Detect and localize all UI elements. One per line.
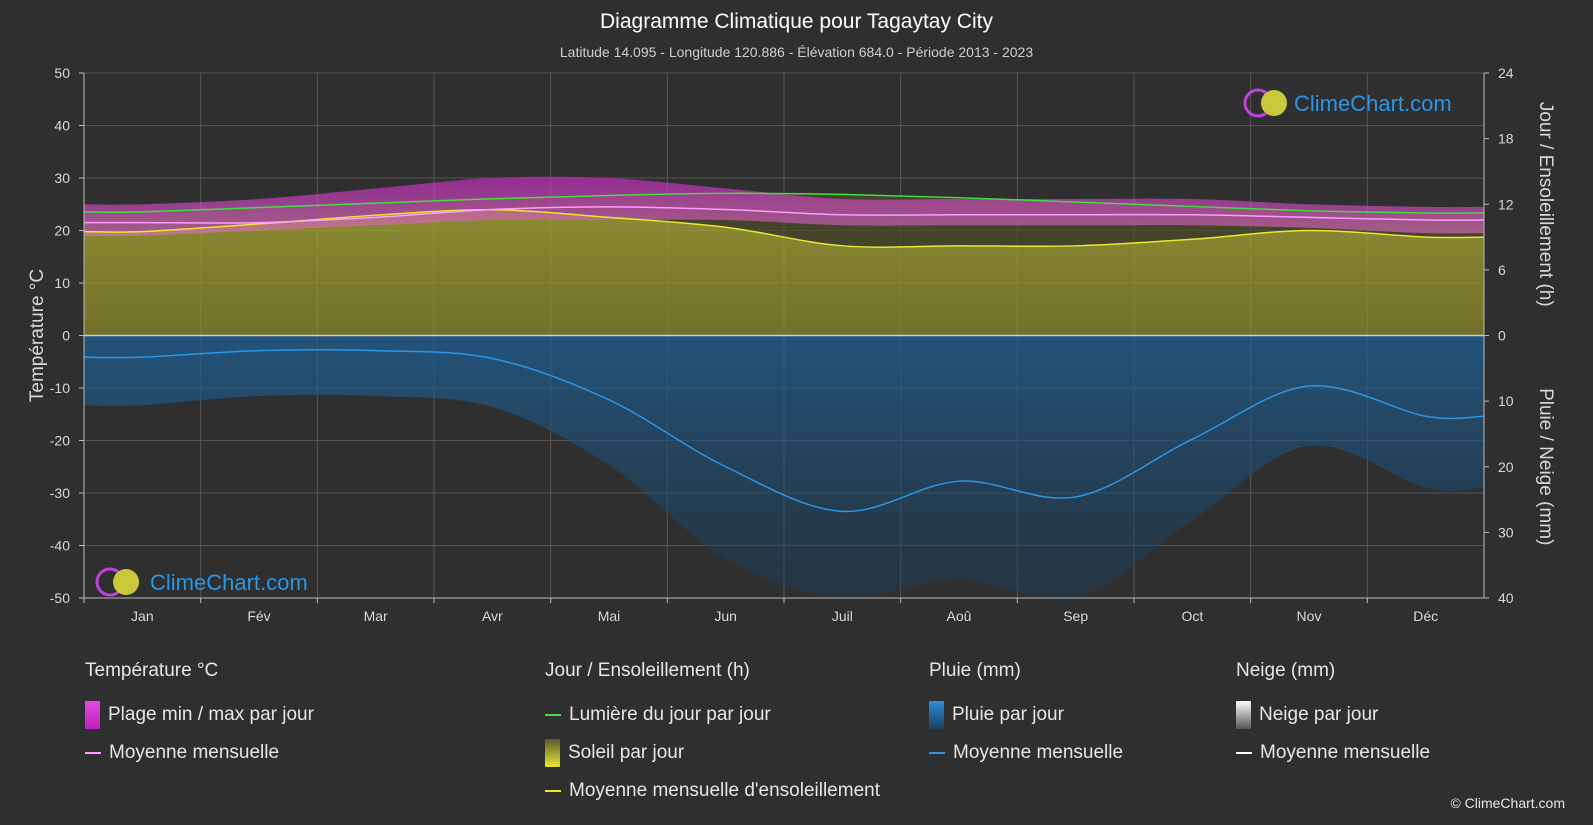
legend-item-temp-mean: Moyenne mensuelle xyxy=(85,734,314,772)
month-label: Oct xyxy=(1181,608,1203,624)
left-tick-label: -20 xyxy=(50,433,70,449)
snow-swatch xyxy=(1236,701,1251,729)
month-label: Aoû xyxy=(947,608,972,624)
right-tick-label-mm: 10 xyxy=(1498,393,1514,409)
legend-label-snow: Neige par jour xyxy=(1259,704,1379,725)
left-tick-label: -50 xyxy=(50,590,70,606)
rain-area xyxy=(84,335,1484,601)
left-tick-label: 10 xyxy=(54,275,70,291)
legend-item-rain: Pluie par jour xyxy=(929,696,1123,734)
left-tick-label: -10 xyxy=(50,380,70,396)
brand-logo-bottom: ClimeChart.com xyxy=(95,567,308,597)
left-tick-label: 40 xyxy=(54,118,70,134)
temp-mean-swatch xyxy=(85,752,101,754)
legend-item-sunshine: Soleil par jour xyxy=(545,734,880,772)
climate-chart: 50 40 30 20 10 0 -10 -20 -30 -40 -50 24 18 12 6 0 10 20 30… xyxy=(27,65,1556,624)
right-axis-title-bottom: Pluie / Neige (mm) xyxy=(1535,388,1556,545)
month-label: Fév xyxy=(247,608,270,624)
chart-axes: 50 40 30 20 10 0 -10 -20 -30 -40 -50 24 18 12 6 0 10 20 30… xyxy=(27,65,1556,624)
left-tick-label: 50 xyxy=(54,65,70,81)
left-axis-title: Température °C xyxy=(27,269,48,402)
brand-text-bottom: ClimeChart.com xyxy=(150,570,308,595)
logo-sun-icon xyxy=(1261,90,1287,116)
logo-sun-icon xyxy=(113,569,139,595)
month-label: Mai xyxy=(598,608,621,624)
month-label: Déc xyxy=(1413,608,1438,624)
right-tick-label-hours: 12 xyxy=(1498,196,1514,212)
rain-mean-swatch xyxy=(929,752,945,754)
legend-item-temp-range: Plage min / max par jour xyxy=(85,696,314,734)
brand-text-top: ClimeChart.com xyxy=(1294,91,1452,116)
sunshine-mean-swatch xyxy=(545,790,561,792)
daylight-line xyxy=(83,192,1485,214)
legend-temperature: Température °C Plage min / max par jour … xyxy=(85,660,314,772)
legend-item-sunshine-mean: Moyenne mensuelle d'ensoleillement xyxy=(545,772,880,810)
temp-range-swatch xyxy=(85,701,100,729)
right-tick-label-hours: 24 xyxy=(1498,65,1514,81)
legend-label-temp-mean: Moyenne mensuelle xyxy=(109,742,280,763)
sunshine-area xyxy=(84,209,1484,336)
snow-mean-swatch xyxy=(1236,752,1252,754)
legend-title-temperature: Température °C xyxy=(85,660,219,681)
temp-mean-line xyxy=(84,206,1485,224)
right-tick-label-hours: 6 xyxy=(1498,262,1506,278)
legend-snow: Neige (mm) Neige par jour Moyenne mensue… xyxy=(1236,660,1430,772)
legend-label-sunshine: Soleil par jour xyxy=(568,742,685,763)
right-axis-title-top: Jour / Ensoleillement (h) xyxy=(1535,102,1556,307)
chart-areas xyxy=(84,176,1484,601)
legend-title-sun: Jour / Ensoleillement (h) xyxy=(545,660,750,681)
right-tick-label-mm: 40 xyxy=(1498,590,1514,606)
copyright: © ClimeChart.com xyxy=(1450,795,1565,811)
right-tick-label-hours: 0 xyxy=(1498,328,1506,344)
legend-label-rain: Pluie par jour xyxy=(952,704,1064,725)
right-tick-label-hours: 18 xyxy=(1498,131,1514,147)
right-tick-label-mm: 20 xyxy=(1498,459,1514,475)
month-label: Sep xyxy=(1063,608,1088,624)
month-label: Nov xyxy=(1297,608,1322,624)
chart-lines xyxy=(83,192,1485,513)
legend-sun: Jour / Ensoleillement (h) Lumière du jou… xyxy=(545,660,880,810)
left-tick-label: -40 xyxy=(50,538,70,554)
legend-label-temp-range: Plage min / max par jour xyxy=(108,704,314,725)
left-tick-label: 0 xyxy=(62,328,70,344)
chart-subtitle: Latitude 14.095 - Longitude 120.886 - Él… xyxy=(559,44,1034,60)
legend-label-sunshine-mean: Moyenne mensuelle d'ensoleillement xyxy=(569,780,880,801)
legend-title-rain: Pluie (mm) xyxy=(929,660,1021,681)
sunshine-swatch xyxy=(545,739,560,767)
left-tick-label: 20 xyxy=(54,223,70,239)
legend-item-snow-mean: Moyenne mensuelle xyxy=(1236,734,1430,772)
legend-rain: Pluie (mm) Pluie par jour Moyenne mensue… xyxy=(929,660,1123,772)
month-label: Jun xyxy=(714,608,737,624)
legend-item-daylight: Lumière du jour par jour xyxy=(545,696,880,734)
temp-range-area xyxy=(84,176,1484,237)
month-label: Avr xyxy=(482,608,503,624)
legend-item-snow: Neige par jour xyxy=(1236,696,1430,734)
daylight-swatch xyxy=(545,714,561,716)
legend-label-snow-mean: Moyenne mensuelle xyxy=(1260,742,1431,763)
month-label: Juil xyxy=(832,608,853,624)
month-label: Jan xyxy=(131,608,154,624)
month-label: Mar xyxy=(364,608,388,624)
legend-title-snow: Neige (mm) xyxy=(1236,660,1336,681)
brand-logo-top: ClimeChart.com xyxy=(1243,88,1452,118)
legend-label-rain-mean: Moyenne mensuelle xyxy=(953,742,1124,763)
left-tick-label: 30 xyxy=(54,170,70,186)
right-tick-label-mm: 30 xyxy=(1498,524,1514,540)
legend-label-daylight: Lumière du jour par jour xyxy=(569,704,771,725)
rain-swatch xyxy=(929,701,944,729)
chart-title: Diagramme Climatique pour Tagaytay City xyxy=(600,10,993,33)
left-tick-label: -30 xyxy=(50,485,70,501)
legend-item-rain-mean: Moyenne mensuelle xyxy=(929,734,1123,772)
rain-mean-line xyxy=(83,348,1485,513)
